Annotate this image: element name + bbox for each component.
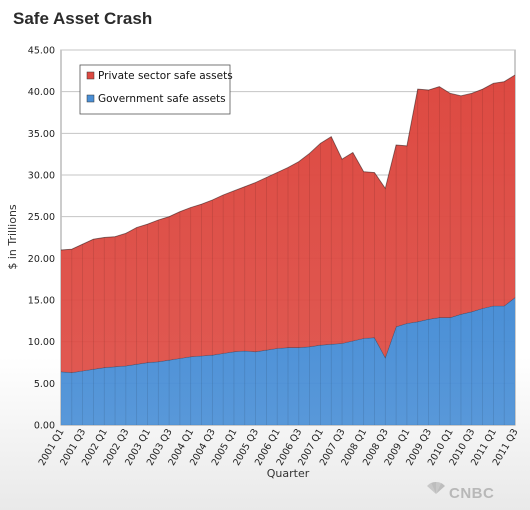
y-tick-label-4: 20.00 bbox=[28, 254, 55, 265]
area-series-0 bbox=[61, 297, 515, 425]
y-axis-label: $ in Trillions bbox=[6, 204, 19, 270]
y-tick-label-5: 25.00 bbox=[28, 212, 55, 223]
peacock-icon bbox=[427, 481, 445, 494]
legend-swatch-0 bbox=[86, 94, 95, 103]
stacked-areas bbox=[60, 74, 516, 425]
cnbc-logo: CNBC bbox=[427, 481, 494, 502]
y-tick-label-9: 45.00 bbox=[28, 46, 55, 57]
y-tick-label-7: 35.00 bbox=[28, 129, 55, 140]
legend-box bbox=[79, 64, 231, 115]
series-line-1 bbox=[60, 74, 516, 251]
legend-label-0: Government safe assets bbox=[98, 93, 226, 105]
legend-swatch-1 bbox=[86, 71, 95, 80]
y-tick-label-6: 30.00 bbox=[28, 171, 55, 182]
y-tick-label-0: 0.00 bbox=[34, 421, 55, 432]
y-tick-label-1: 5.00 bbox=[34, 379, 55, 390]
watermark-text: CNBC bbox=[449, 485, 494, 502]
legend: Private sector safe assets Government saf… bbox=[79, 64, 233, 115]
y-tick-label-3: 15.00 bbox=[28, 296, 55, 307]
y-tick-label-2: 10.00 bbox=[28, 337, 55, 348]
area-series-1 bbox=[61, 75, 515, 373]
x-axis-label: Quarter bbox=[267, 467, 310, 480]
chart-title: Safe Asset Crash bbox=[13, 9, 152, 28]
y-axis-ticks: 0.00 5.00 10.00 15.00 20.00 25.00 30.00 35.00 40… bbox=[28, 46, 55, 432]
y-tick-label-8: 40.00 bbox=[28, 87, 55, 98]
legend-label-1: Private sector safe assets bbox=[98, 70, 233, 82]
